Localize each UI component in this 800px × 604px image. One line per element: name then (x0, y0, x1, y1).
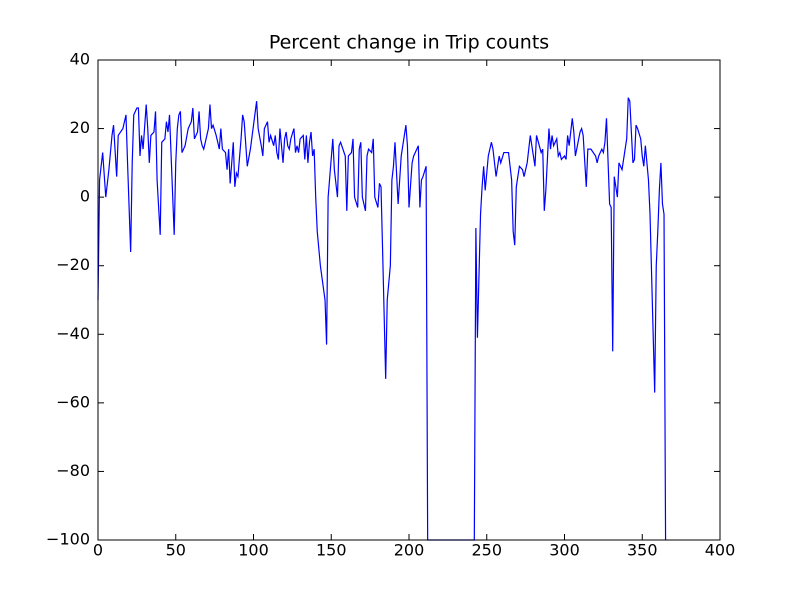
x-tick-label: 200 (394, 541, 425, 560)
x-tick-label: 100 (238, 541, 269, 560)
y-tick-label: 0 (80, 187, 90, 206)
plot-frame (97, 59, 721, 541)
y-tick-label: −20 (56, 255, 90, 274)
y-tick-label: 40 (70, 50, 90, 69)
data-line (97, 97, 667, 541)
y-tick-label: −80 (56, 461, 90, 480)
x-tick-label: 50 (166, 541, 186, 560)
chart-title: Percent change in Trip counts (269, 32, 549, 54)
x-tick-label: 400 (705, 541, 736, 560)
x-tick-label: 300 (549, 541, 580, 560)
x-tick-label: 250 (471, 541, 502, 560)
y-tick-label: −40 (56, 324, 90, 343)
x-tick-label: 350 (627, 541, 658, 560)
y-tick-label: 20 (70, 118, 90, 137)
y-tick-label: −60 (56, 392, 90, 411)
x-tick-label: 150 (316, 541, 347, 560)
x-tick-label: 0 (93, 541, 103, 560)
y-tick-label: −100 (46, 530, 90, 549)
